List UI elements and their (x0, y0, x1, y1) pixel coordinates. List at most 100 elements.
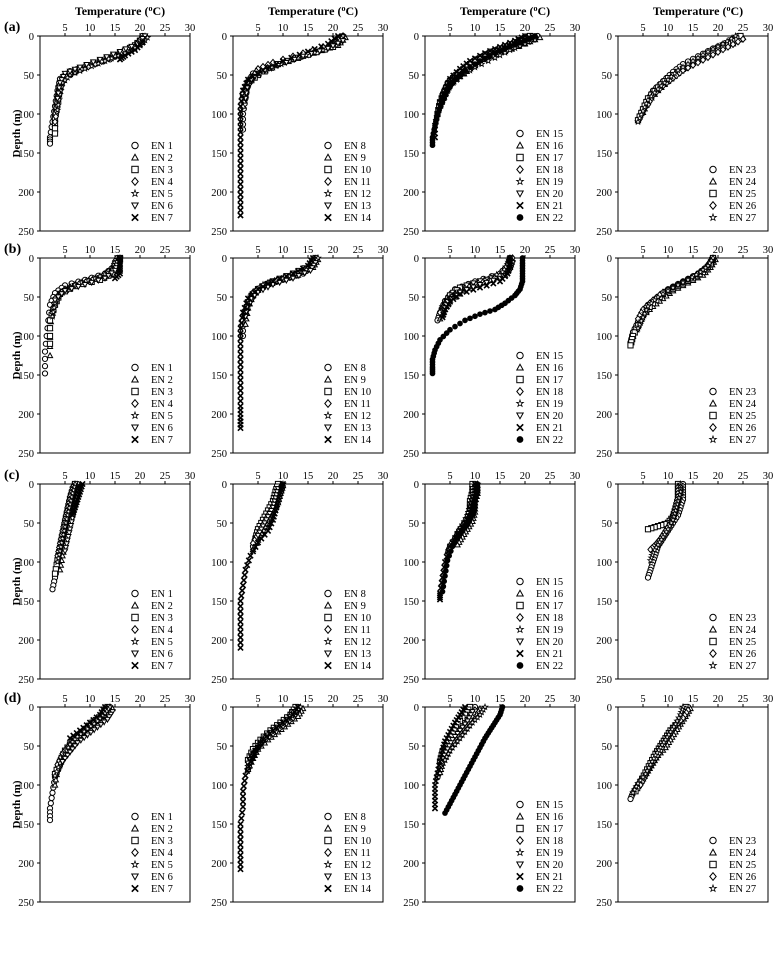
data-point (483, 282, 490, 289)
data-point (664, 730, 673, 738)
y-tick-label: 150 (596, 597, 612, 608)
x-tick-label: 20 (135, 471, 146, 482)
data-point (640, 103, 649, 111)
data-point (439, 588, 446, 595)
data-point (496, 51, 504, 59)
data-point (264, 514, 272, 521)
data-point (65, 503, 74, 512)
data-point (501, 48, 509, 56)
data-point (61, 288, 69, 295)
data-point (54, 554, 63, 562)
data-point (254, 70, 262, 77)
data-point (634, 117, 642, 126)
data-point (49, 586, 56, 593)
x-tick-label: 30 (763, 23, 774, 34)
data-point (639, 106, 647, 115)
row-label: (b) (4, 242, 21, 257)
data-point (237, 597, 244, 605)
legend-marker (130, 153, 140, 161)
y-tick-label: 250 (596, 675, 612, 686)
legend-label: EN 1 (151, 141, 173, 152)
data-point (279, 57, 287, 65)
legend-label: EN 24 (729, 177, 757, 188)
data-point (237, 191, 244, 198)
data-point (456, 734, 464, 742)
x-tick-label: 15 (688, 694, 699, 705)
data-point (445, 731, 452, 739)
data-point (472, 313, 478, 320)
data-point (237, 387, 244, 394)
data-point (237, 144, 244, 151)
data-point (55, 85, 63, 92)
data-point (241, 777, 248, 785)
data-point (69, 486, 78, 494)
legend-label: EN 22 (536, 661, 563, 672)
x-tick-label: 30 (378, 694, 389, 705)
y-tick-label: 0 (607, 32, 612, 43)
x-tick-label: 30 (763, 471, 774, 482)
y-tick-label: 100 (18, 110, 34, 121)
data-point (51, 130, 59, 137)
legend-label: EN 1 (151, 363, 173, 374)
data-point (237, 377, 244, 384)
data-point (658, 740, 667, 749)
data-point (103, 54, 111, 61)
x-tick-label: 30 (378, 471, 389, 482)
data-point (676, 487, 685, 496)
data-point (276, 279, 284, 287)
y-tick-label: 200 (18, 636, 34, 647)
data-point (653, 748, 662, 757)
y-tick-label: 150 (596, 371, 612, 382)
legend-label: EN 14 (344, 213, 372, 224)
legend: EN 1EN 2EN 3EN 4EN 5EN 6EN 7 (130, 589, 174, 672)
data-point (674, 713, 683, 722)
data-point (536, 33, 544, 41)
legend-marker (709, 200, 717, 211)
y-tick-label: 0 (607, 480, 612, 491)
legend-label: EN 2 (151, 824, 173, 835)
y-tick-label: 100 (403, 110, 419, 121)
data-point (507, 44, 513, 50)
data-point (479, 705, 488, 713)
data-point (472, 61, 478, 67)
data-point (237, 361, 244, 368)
data-point (262, 517, 270, 524)
data-point (46, 140, 54, 147)
y-tick-label: 250 (596, 449, 612, 460)
y-tick-label: 100 (211, 558, 227, 569)
legend-label: EN 7 (151, 435, 173, 446)
legend-marker (324, 141, 332, 150)
data-point (239, 92, 246, 99)
data-point (76, 64, 84, 71)
legend-marker (324, 812, 332, 821)
data-point (64, 533, 72, 541)
x-tick-label: 10 (470, 471, 481, 482)
y-tick-label: 200 (403, 636, 419, 647)
data-point (96, 272, 104, 280)
data-point (502, 46, 508, 52)
legend: EN 1EN 2EN 3EN 4EN 5EN 6EN 7 (130, 812, 174, 895)
y-tick-label: 50 (24, 293, 35, 304)
x-tick-label: 10 (278, 694, 289, 705)
data-point (448, 725, 455, 733)
legend-marker (709, 613, 717, 622)
data-point (66, 68, 74, 75)
x-tick-label: 5 (447, 245, 452, 256)
data-point (657, 81, 666, 90)
series-en-26 (644, 35, 747, 109)
data-point (83, 62, 91, 69)
legend-label: EN 15 (536, 351, 563, 362)
data-point (252, 543, 259, 551)
data-point (237, 201, 244, 209)
y-tick-label: 50 (217, 71, 228, 82)
data-point (47, 800, 54, 807)
data-point (643, 766, 652, 775)
y-tick-label: 250 (211, 898, 227, 909)
data-point (644, 574, 652, 581)
data-point (59, 759, 66, 766)
x-tick-label: 10 (85, 245, 96, 256)
